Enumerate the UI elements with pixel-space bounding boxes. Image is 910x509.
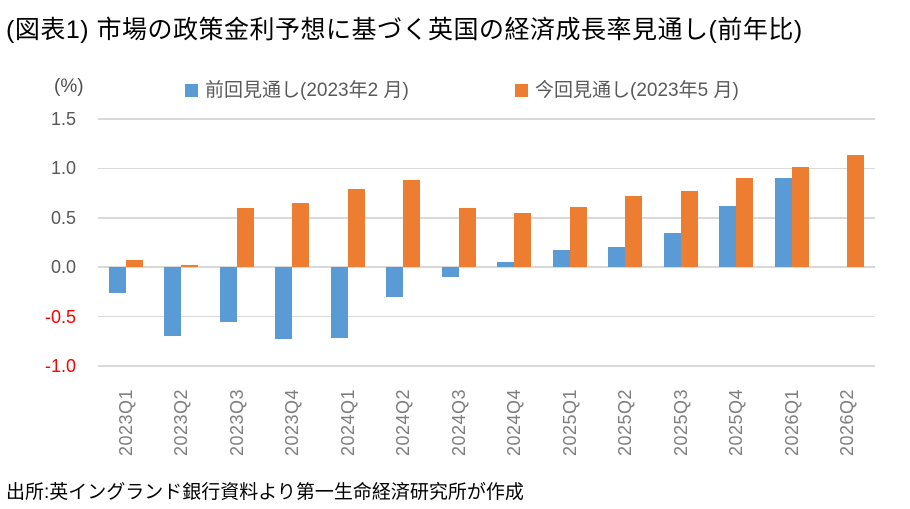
bar-2025Q1-previous [552,250,570,268]
bar-2025Q3-current [680,191,698,268]
y-tick-label-1.0: 1.0 [50,158,76,179]
bar-2024Q2-current [403,180,421,268]
bar-2023Q1-previous [108,267,126,293]
gridline-0.5 [98,217,875,219]
x-tick-label-2025Q3: 2025Q3 [670,388,691,456]
bar-2024Q1-current [347,189,365,268]
x-tick-label-2025Q2: 2025Q2 [615,388,636,456]
bar-2023Q1-current [125,260,143,268]
gridline-1.5 [98,118,875,120]
figure-title: (図表1) 市場の政策金利予想に基づく英国の経済成長率見通し(前年比) [6,16,803,44]
gridline-1.0 [98,167,875,170]
bar-2023Q4-previous [275,267,293,340]
x-tick-label-2025Q4: 2025Q4 [726,388,747,456]
bar-2023Q3-current [236,207,254,268]
bar-2023Q4-current [292,202,310,268]
x-tick-label-2024Q2: 2024Q2 [393,388,414,456]
x-tick-label-2023Q3: 2023Q3 [226,388,247,456]
y-tick-label-0.5: 0.5 [50,207,76,228]
bar-2024Q4-current [514,212,532,268]
x-tick-label-2024Q1: 2024Q1 [337,388,358,456]
x-tick-label-2026Q2: 2026Q2 [837,388,858,456]
bar-2025Q4-previous [719,205,737,268]
bar-2026Q1-current [791,167,809,268]
bar-2024Q1-previous [330,267,348,339]
x-tick-label-2026Q1: 2026Q1 [781,388,802,456]
bar-2026Q1-previous [774,178,792,268]
bar-2024Q3-previous [441,267,459,278]
bar-2024Q2-previous [386,267,404,297]
plot-area: 2023Q1 2023Q2 2023Q3 2023Q4 2024Q1 2024Q2 2024… [98,118,875,456]
y-tick-label-1.5: 1.5 [50,109,76,129]
bar-2025Q1-current [569,206,587,268]
legend-item-previous: 前回見通し(2023年2 月) [185,75,409,102]
source-note: 出所:英イングランド銀行資料より第一生命経済研究所が作成 [6,482,524,503]
bar-2025Q4-current [736,178,754,268]
bar-2024Q4-previous [497,262,515,268]
legend-item-current: 今回見通し(2023年5 月) [515,75,739,102]
y-tick-label-0.0: 0.0 [50,257,76,278]
gridline--1.0 [98,365,875,367]
unit-label: (%) [54,76,84,97]
bar-2025Q2-current [625,196,643,268]
x-tick-label-2023Q4: 2023Q4 [282,388,303,456]
bar-2024Q3-current [458,207,476,268]
legend-label-previous: 前回見通し(2023年2 月) [205,80,409,101]
bar-2023Q2-previous [164,267,182,337]
y-tick-label--1.0: -1.0 [44,356,76,376]
legend-marker-previous-icon [185,84,198,97]
y-tick-label--0.5: -0.5 [44,306,76,327]
x-tick-label-2023Q1: 2023Q1 [115,388,136,456]
bar-2025Q2-previous [608,247,626,268]
x-tick-label-2023Q2: 2023Q2 [171,388,192,456]
x-tick-label-2024Q3: 2024Q3 [448,388,469,456]
legend-marker-current-icon [515,84,528,97]
bar-2023Q2-current [181,265,199,268]
gridline-0.0 [98,266,875,268]
bar-2025Q3-previous [663,232,681,268]
bar-2026Q2-current [847,154,865,268]
x-tick-label-2024Q4: 2024Q4 [504,388,525,456]
legend-label-current: 今回見通し(2023年5 月) [535,80,739,101]
bar-2023Q3-previous [219,267,237,322]
x-tick-label-2025Q1: 2025Q1 [559,388,580,456]
gridline--0.5 [98,315,875,318]
